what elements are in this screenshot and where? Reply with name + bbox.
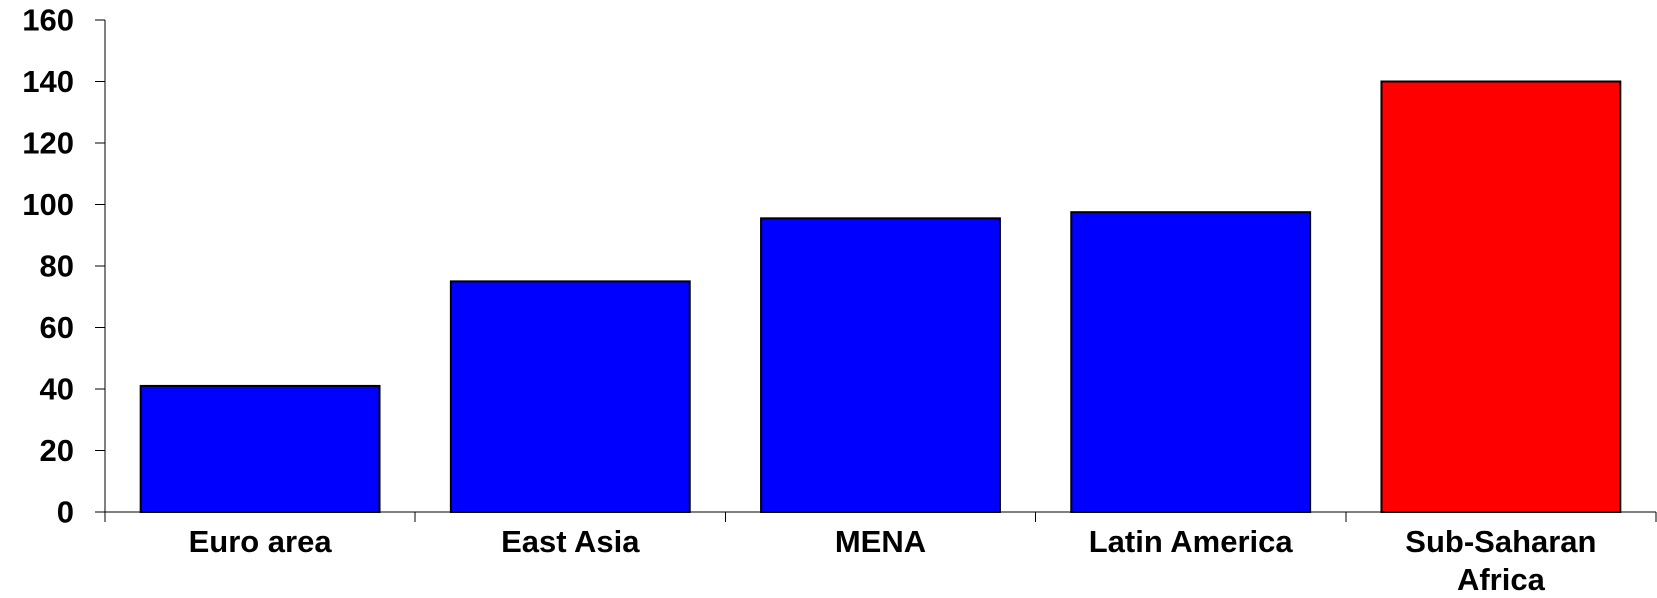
bars — [139, 80, 1622, 513]
x-category-label-line: Africa — [1457, 562, 1546, 597]
x-category-label-line: East Asia — [501, 524, 640, 559]
x-category-label-line: Euro area — [189, 524, 333, 559]
x-category-label: Euro area — [189, 524, 333, 559]
y-axis-ticks — [95, 19, 105, 513]
x-category-label-line: Sub-Saharan — [1405, 524, 1596, 559]
x-category-label-line: Latin America — [1089, 524, 1294, 559]
bar-mena — [760, 217, 1001, 513]
y-tick-label: 20 — [40, 433, 74, 468]
y-tick-label: 140 — [22, 64, 74, 99]
bar-latin-america — [1070, 211, 1312, 513]
x-axis-ticks — [104, 512, 1657, 522]
bar-sub-saharan-africa — [1380, 80, 1622, 513]
x-category-label: Latin America — [1089, 524, 1294, 559]
x-axis-category-labels: Euro area East Asia MENA Latin America Sub-S… — [189, 524, 1597, 597]
bar-euro-area — [139, 384, 381, 513]
y-tick-label: 0 — [57, 495, 74, 530]
x-category-label-line: MENA — [835, 524, 926, 559]
y-axis-tick-labels: 0 20 40 60 80 100 120 140 160 — [22, 3, 74, 530]
y-tick-label: 40 — [40, 372, 74, 407]
x-category-label: MENA — [835, 524, 926, 559]
x-category-label: East Asia — [501, 524, 640, 559]
y-tick-label: 100 — [22, 187, 74, 222]
bar-east-asia — [449, 280, 691, 513]
x-category-label: Sub-Saharan Africa — [1405, 524, 1596, 597]
y-tick-label: 120 — [22, 126, 74, 161]
y-tick-label: 80 — [40, 249, 74, 284]
y-tick-label: 60 — [40, 310, 74, 345]
y-tick-label: 160 — [22, 3, 74, 38]
